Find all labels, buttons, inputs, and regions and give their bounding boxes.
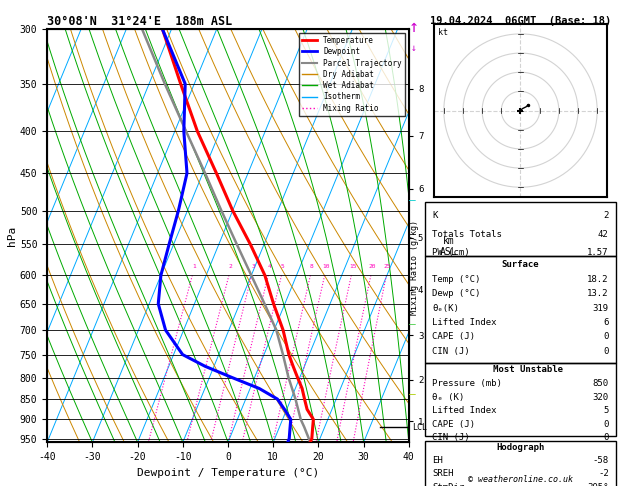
- Text: 320: 320: [593, 393, 609, 402]
- Bar: [425, 256, 616, 363]
- Text: Most Unstable: Most Unstable: [477, 365, 564, 374]
- X-axis label: Dewpoint / Temperature (°C): Dewpoint / Temperature (°C): [137, 468, 319, 478]
- Text: SREH: SREH: [432, 469, 454, 478]
- Bar: [425, 363, 616, 435]
- Text: © weatheronline.co.uk: © weatheronline.co.uk: [468, 474, 573, 484]
- Text: 8: 8: [310, 264, 314, 269]
- Text: Totals Totals: Totals Totals: [432, 230, 502, 239]
- Text: -2: -2: [598, 469, 609, 478]
- Legend: Temperature, Dewpoint, Parcel Trajectory, Dry Adiabat, Wet Adiabat, Isotherm, Mi: Temperature, Dewpoint, Parcel Trajectory…: [299, 33, 405, 116]
- Text: CAPE (J): CAPE (J): [432, 420, 476, 429]
- Text: 1.57: 1.57: [587, 248, 609, 257]
- Text: 2: 2: [228, 264, 232, 269]
- Text: CIN (J): CIN (J): [432, 433, 470, 442]
- Text: Dewp (°C): Dewp (°C): [432, 290, 481, 298]
- Y-axis label: hPa: hPa: [7, 226, 17, 246]
- Text: Temp (°C): Temp (°C): [432, 275, 481, 284]
- Text: 10: 10: [322, 264, 330, 269]
- Text: 5: 5: [281, 264, 285, 269]
- Text: θₑ (K): θₑ (K): [432, 393, 464, 402]
- Text: LCL: LCL: [413, 423, 428, 432]
- Text: 20: 20: [369, 264, 376, 269]
- Text: Hodograph: Hodograph: [496, 443, 545, 452]
- Text: 5: 5: [603, 406, 609, 415]
- Text: 25: 25: [384, 264, 391, 269]
- Text: 30°08'N  31°24'E  188m ASL: 30°08'N 31°24'E 188m ASL: [47, 15, 233, 28]
- Text: Surface: Surface: [502, 260, 539, 269]
- Text: —: —: [409, 195, 415, 206]
- Text: θₑ(K): θₑ(K): [432, 304, 459, 313]
- Text: 42: 42: [598, 230, 609, 239]
- Text: Pressure (mb): Pressure (mb): [432, 379, 502, 388]
- Text: 305°: 305°: [587, 483, 609, 486]
- Text: 4: 4: [268, 264, 272, 269]
- Text: PW (cm): PW (cm): [432, 248, 470, 257]
- Text: CAPE (J): CAPE (J): [432, 332, 476, 341]
- Text: EH: EH: [432, 456, 443, 465]
- Bar: [425, 202, 616, 256]
- Text: Mixing Ratio (g/kg): Mixing Ratio (g/kg): [410, 220, 419, 315]
- Text: ↑: ↑: [409, 17, 419, 35]
- Text: -58: -58: [593, 456, 609, 465]
- Text: 6: 6: [603, 318, 609, 327]
- Text: 19.04.2024  06GMT  (Base: 18): 19.04.2024 06GMT (Base: 18): [430, 16, 611, 26]
- Text: 13.2: 13.2: [587, 290, 609, 298]
- Text: 15: 15: [349, 264, 357, 269]
- Text: —: —: [409, 319, 415, 330]
- Text: ↓: ↓: [411, 43, 417, 53]
- Text: 18.2: 18.2: [587, 275, 609, 284]
- Text: 3: 3: [251, 264, 255, 269]
- Text: K: K: [432, 211, 438, 221]
- Y-axis label: km
ASL: km ASL: [440, 236, 457, 257]
- Text: 0: 0: [603, 433, 609, 442]
- Text: 319: 319: [593, 304, 609, 313]
- Text: 0: 0: [603, 347, 609, 356]
- Text: CIN (J): CIN (J): [432, 347, 470, 356]
- Text: kt: kt: [438, 28, 448, 37]
- Text: StmDir: StmDir: [432, 483, 464, 486]
- Text: 850: 850: [593, 379, 609, 388]
- Text: 2: 2: [603, 211, 609, 221]
- Text: 0: 0: [603, 420, 609, 429]
- Bar: [425, 441, 616, 486]
- Text: 0: 0: [603, 332, 609, 341]
- Text: 1: 1: [192, 264, 196, 269]
- Text: Lifted Index: Lifted Index: [432, 318, 497, 327]
- Text: Lifted Index: Lifted Index: [432, 406, 497, 415]
- Text: —: —: [409, 389, 415, 399]
